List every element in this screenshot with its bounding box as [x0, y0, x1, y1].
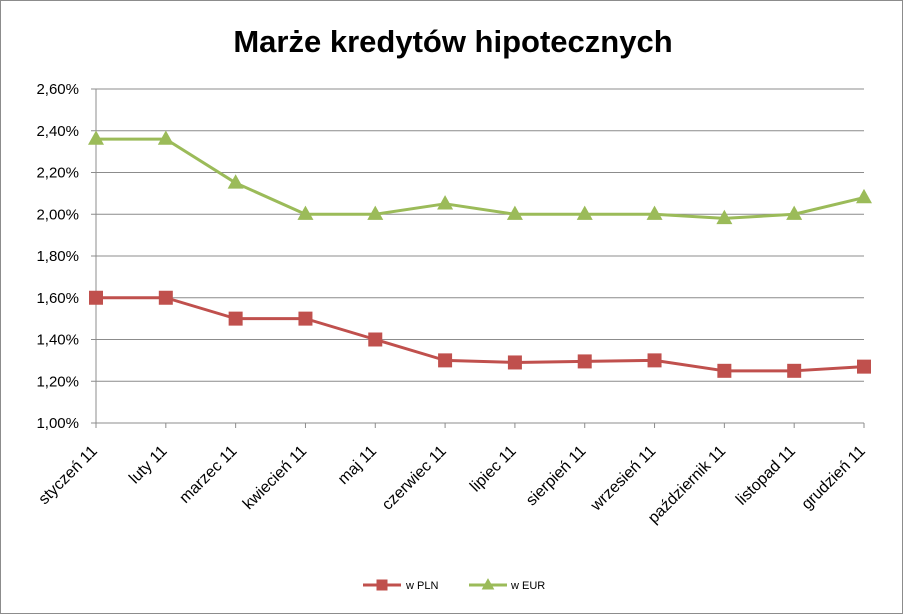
x-tick-label: kwiecień 11: [240, 443, 310, 513]
series-w-pln: [89, 290, 871, 378]
x-tick-label: wrzesień 11: [587, 443, 659, 515]
data-point-marker: [228, 311, 243, 326]
data-point-marker: [158, 290, 173, 305]
y-tick-label: 2,00%: [36, 206, 79, 223]
x-tick-label: luty 11: [126, 443, 171, 488]
data-point-marker: [367, 205, 384, 220]
x-tick-label: lipiec 11: [467, 443, 520, 496]
x-tick-label: maj 11: [335, 443, 380, 488]
data-point-marker: [717, 363, 732, 378]
series-line: [96, 137, 865, 220]
y-tick-label: 1,60%: [36, 290, 79, 307]
data-point-marker: [646, 205, 663, 220]
series-line: [96, 296, 865, 373]
legend-item: w PLN: [363, 579, 438, 592]
x-tick-label: czerwiec 11: [379, 443, 450, 514]
data-point-marker: [647, 353, 662, 368]
data-point-marker: [227, 174, 244, 189]
y-tick-label: 2,20%: [36, 165, 79, 182]
legend-label: w PLN: [405, 580, 438, 592]
data-point-marker: [89, 290, 103, 305]
data-point-marker: [855, 188, 873, 204]
data-point-marker: [577, 354, 592, 369]
data-point-marker: [506, 205, 523, 220]
data-point-marker: [157, 130, 174, 145]
series-w-eur: [87, 130, 873, 225]
x-tick-label: styczeń 11: [36, 443, 101, 508]
data-point-marker: [298, 311, 313, 326]
gridlines: [96, 88, 864, 382]
legend-label: w EUR: [510, 580, 545, 592]
legend-item: w EUR: [469, 578, 545, 592]
y-tick-label: 1,40%: [36, 332, 79, 349]
y-tick-label: 1,00%: [36, 415, 79, 432]
data-point-marker: [787, 363, 802, 378]
data-point-marker: [438, 353, 453, 368]
data-point-marker: [507, 355, 522, 370]
data-point-marker: [87, 130, 105, 145]
x-tick-label: sierpień 11: [523, 443, 590, 510]
data-point-marker: [481, 578, 495, 590]
data-point-marker: [786, 205, 803, 220]
data-point-marker: [437, 195, 454, 210]
x-tick-label: marzec 11: [176, 443, 240, 507]
y-tick-label: 1,20%: [36, 373, 79, 390]
axes: [91, 88, 865, 428]
data-point-marker: [297, 205, 314, 220]
chart-title: Marże kredytów hipotecznych: [233, 24, 672, 59]
x-tick-label: grudzień 11: [799, 443, 869, 513]
x-tick-label: listopad 11: [733, 443, 799, 509]
y-tick-label: 2,40%: [36, 123, 79, 140]
series-lines: [87, 130, 873, 378]
data-point-marker: [576, 205, 593, 220]
data-point-marker: [716, 209, 733, 225]
data-point-marker: [857, 359, 871, 374]
legend: w PLN w EUR: [363, 578, 545, 592]
y-tick-label: 2,60%: [36, 81, 79, 98]
y-axis-tick-labels: 1,00% 1,20% 1,40% 1,60% 1,80% 2,00% 2,20% 2,40%…: [36, 81, 79, 432]
data-point-marker: [376, 579, 388, 591]
y-tick-label: 1,80%: [36, 248, 79, 265]
data-point-marker: [368, 332, 383, 347]
x-axis-tick-labels: styczeń 11 luty 11 marzec 11 kwiecień 11 maj…: [36, 443, 869, 527]
